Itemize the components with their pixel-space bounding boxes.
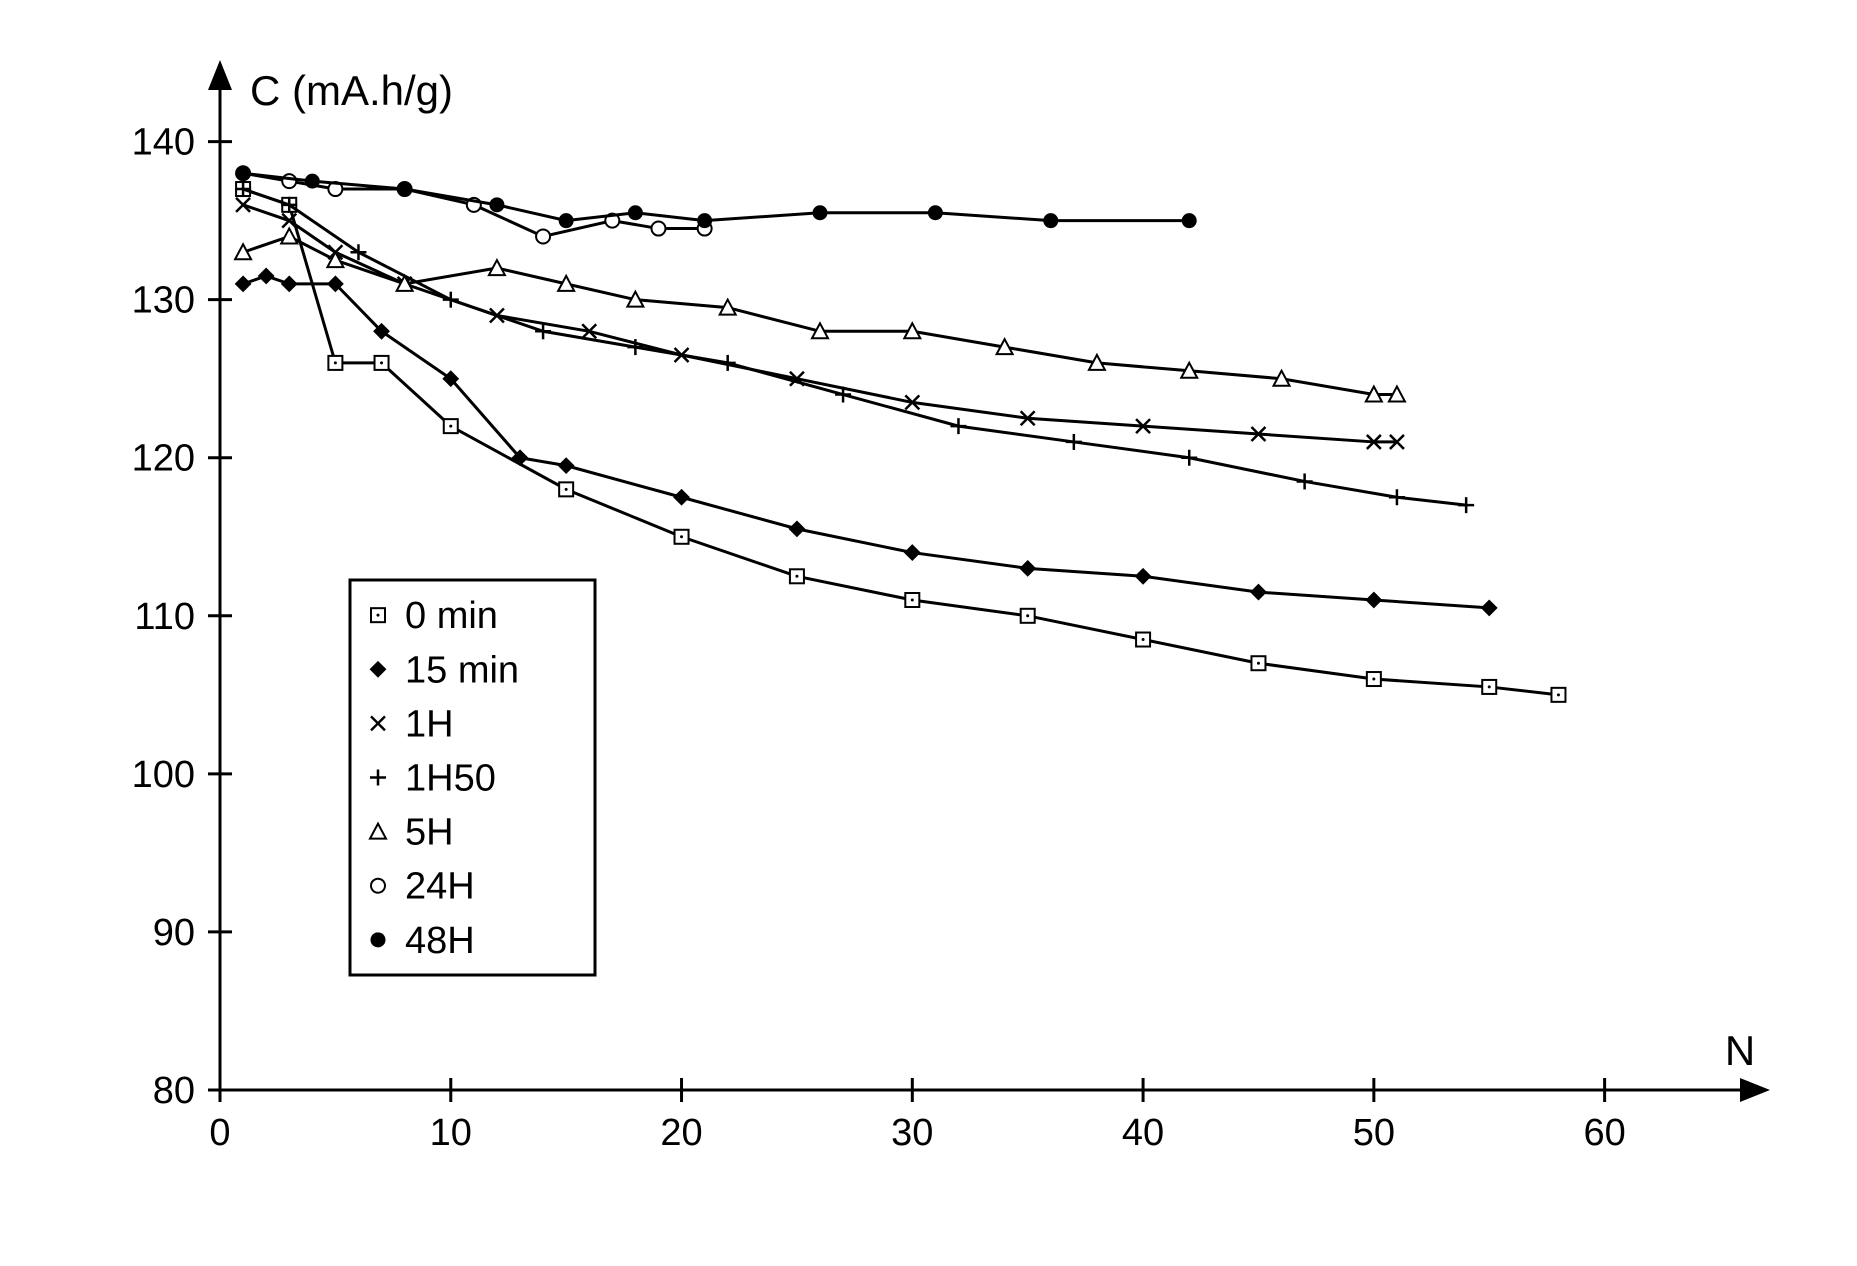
series-15-min — [236, 269, 1496, 615]
chart-svg: 80 90 100 110 120 130 140 0 10 20 30 40 50 60 C (mA.h/… — [20, 20, 1857, 1246]
series-48H — [236, 166, 1196, 227]
series-5H — [235, 228, 1405, 401]
legend-label: 48H — [405, 920, 475, 962]
legend-label: 5H — [405, 812, 454, 854]
x-tick-label: 20 — [660, 1112, 702, 1154]
y-tick-label: 80 — [153, 1070, 195, 1112]
y-tick-label: 140 — [132, 122, 195, 164]
x-tick-label: 30 — [891, 1112, 933, 1154]
x-tick-label: 60 — [1583, 1112, 1625, 1154]
legend-label: 0 min — [405, 595, 498, 637]
x-tick-label: 40 — [1122, 1112, 1164, 1154]
legend-label: 1H50 — [405, 758, 496, 800]
x-axis-title: N — [1725, 1027, 1755, 1074]
y-tick-label: 110 — [134, 596, 195, 638]
x-tick-label: 10 — [430, 1112, 472, 1154]
legend-label: 1H — [405, 703, 454, 745]
legend-label: 24H — [405, 866, 475, 908]
capacity-chart: 80 90 100 110 120 130 140 0 10 20 30 40 50 60 C (mA.h/… — [20, 20, 1857, 1246]
y-tick-label: 130 — [132, 280, 195, 322]
legend-label: 15 min — [405, 649, 519, 691]
x-tick-label: 0 — [209, 1112, 230, 1154]
y-axis-title: C (mA.h/g) — [250, 67, 453, 114]
x-tick-label: 50 — [1353, 1112, 1395, 1154]
y-tick-label: 120 — [132, 438, 195, 480]
legend: 0 min 15 min 1H 1H50 5H 24H 48H — [350, 580, 595, 975]
y-tick-label: 100 — [132, 754, 195, 796]
series-1H50 — [235, 181, 1474, 513]
y-tick-label: 90 — [153, 912, 195, 954]
